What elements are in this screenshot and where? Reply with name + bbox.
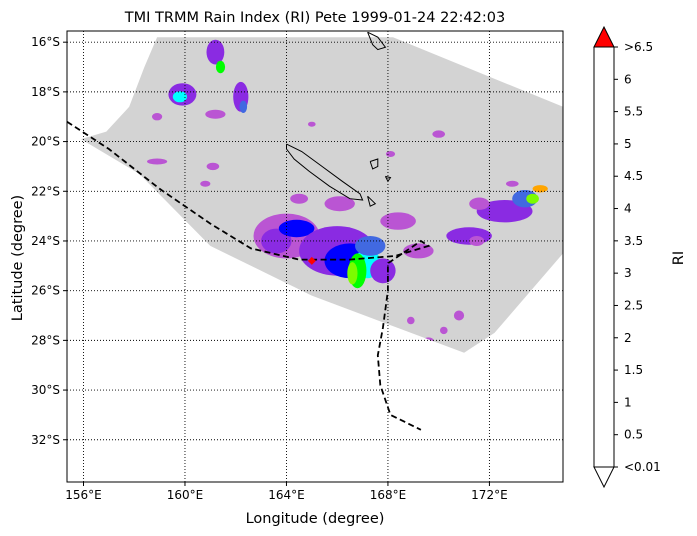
rain-cell: [200, 180, 211, 187]
rain-cell: [532, 185, 548, 193]
colorbar-tick-label: 1: [624, 395, 632, 409]
y-tick-label: 28°S: [31, 333, 60, 347]
rain-cell: [278, 219, 315, 238]
rain-cell: [152, 113, 163, 121]
colorbar-tick-label: 4.5: [624, 169, 643, 183]
rain-cell: [215, 60, 226, 74]
y-tick-label: 30°S: [31, 383, 60, 397]
map-plot-area: 156°E 160°E 164°E 168°E 172°E 16°S 18°S 20°S 22°…: [31, 30, 564, 502]
x-tick-label: 164°E: [268, 488, 305, 502]
rain-cell: [506, 180, 519, 187]
coastline: [369, 158, 379, 170]
rain-cell: [147, 158, 168, 165]
x-tick-label: 172°E: [471, 488, 508, 502]
rain-cell: [407, 316, 415, 325]
chart-title: TMI TRMM Rain Index (RI) Pete 1999-01-24…: [124, 10, 505, 26]
colorbar-tick-label: 0.5: [624, 428, 643, 442]
y-tick-label: 24°S: [31, 234, 60, 248]
coastline: [367, 195, 377, 207]
rain-cell: [453, 310, 465, 321]
rain-cell: [432, 130, 446, 138]
rain-cell: [206, 39, 225, 65]
y-tick-label: 22°S: [31, 184, 60, 198]
x-tick-label: 160°E: [167, 488, 204, 502]
coastline: [367, 31, 387, 51]
rain-cell: [239, 100, 248, 114]
colorbar-tick-label: 1.5: [624, 363, 643, 377]
colorbar-tick-label: 5: [624, 137, 632, 151]
colorbar-tick-label: 3: [624, 266, 632, 280]
colorbar-frame: [593, 46, 615, 468]
storm-center-marker: [307, 256, 316, 265]
colorbar: <0.01 0.5 1 1.5 2 2.5 3 3.5 4 4.5 5 5.5 6 >6.5: [593, 25, 661, 489]
colorbar-over-extension: [593, 25, 615, 48]
y-tick-label: 16°S: [31, 35, 60, 49]
storm-track: [67, 120, 431, 431]
grid: [67, 31, 563, 482]
colorbar-tick-label: 6: [624, 72, 632, 86]
colorbar-tick-label: <0.01: [624, 460, 661, 474]
rain-cell: [469, 197, 490, 210]
rain-cell: [440, 326, 448, 335]
plot-frame: [66, 30, 564, 483]
rain-cell: [355, 236, 386, 256]
y-tick-label: 26°S: [31, 284, 60, 298]
coastlines: [286, 31, 392, 207]
y-tick-label: 18°S: [31, 85, 60, 99]
rain-cell: [172, 91, 187, 103]
y-axis-label: Latitude (degree): [10, 195, 26, 321]
rain-cell: [370, 258, 396, 284]
colorbar-tick-label: 3.5: [624, 234, 643, 248]
rain-cell: [347, 262, 358, 285]
rain-cell: [469, 236, 485, 246]
colorbar-tick-label: 2.5: [624, 298, 643, 312]
rain-cell: [324, 196, 355, 212]
colorbar-tick-label: 4: [624, 202, 632, 216]
y-tick-label: 20°S: [31, 135, 60, 149]
rain-cell: [205, 109, 226, 119]
colorbar-under-extension: [593, 466, 615, 489]
y-tick-label: 32°S: [31, 433, 60, 447]
satellite-swath: [81, 37, 563, 353]
coastline: [286, 143, 364, 201]
rain-cell: [385, 151, 396, 157]
coastline: [384, 175, 392, 183]
colorbar-tick-label: 5.5: [624, 105, 643, 119]
rain-cell: [380, 212, 416, 230]
rain-cell: [446, 227, 492, 245]
rain-cell: [261, 228, 292, 254]
colorbar-label: RI: [671, 251, 687, 265]
x-tick-label: 156°E: [65, 488, 102, 502]
colorbar-tick-label: >6.5: [624, 40, 653, 54]
colorbar-tick-label: 2: [624, 331, 632, 345]
rain-cell: [206, 162, 220, 171]
rain-cell: [526, 193, 539, 204]
rain-cell: [290, 193, 308, 204]
rain-cell: [308, 121, 316, 127]
x-axis-label: Longitude (degree): [246, 511, 385, 527]
x-tick-label: 168°E: [370, 488, 407, 502]
